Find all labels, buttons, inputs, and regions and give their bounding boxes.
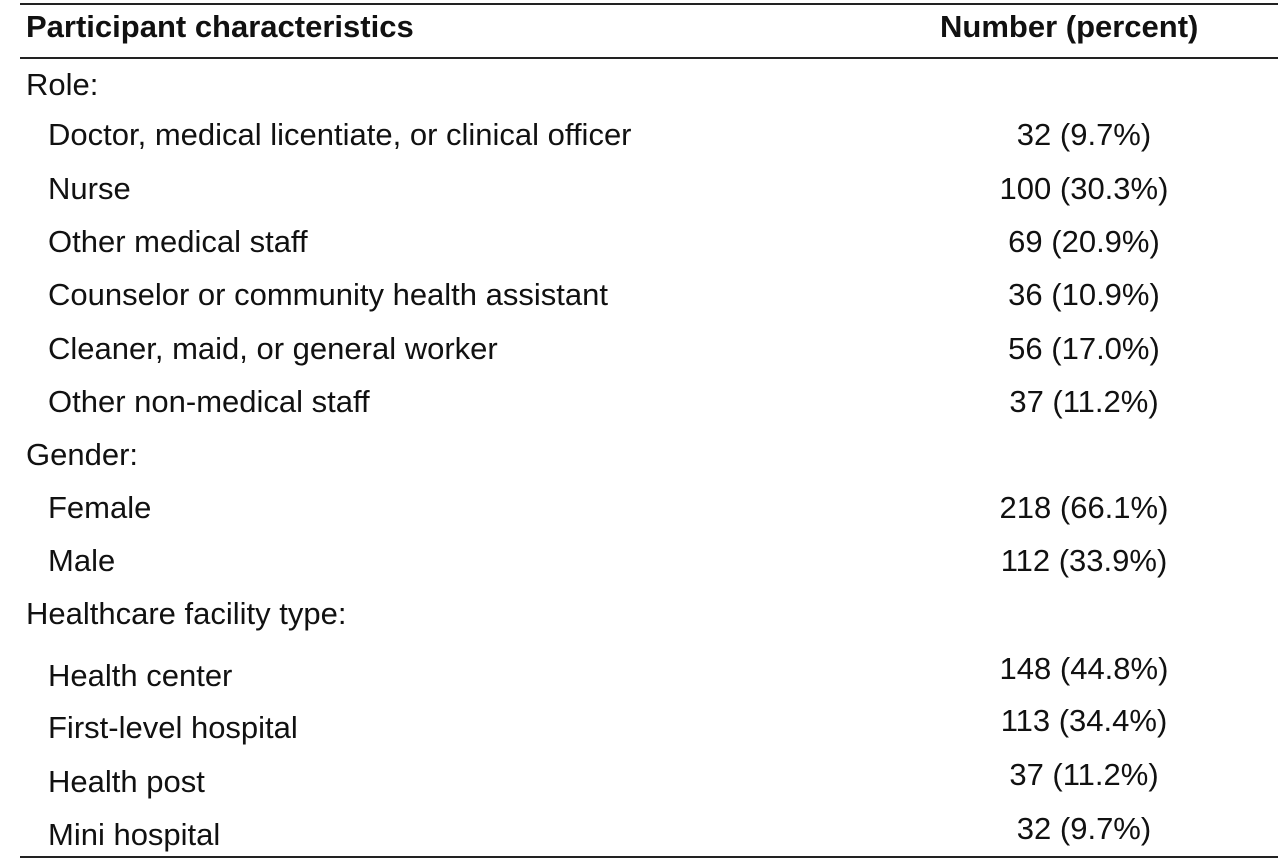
row-value: 32 (9.7%) xyxy=(1016,117,1152,152)
row-value: 113 (34.4%) xyxy=(1000,703,1168,738)
group-label-role: Role: xyxy=(26,67,99,102)
header-number-percent: Number (percent) xyxy=(940,9,1199,44)
group-label-gender: Gender: xyxy=(26,437,139,472)
row-label: Cleaner, maid, or general worker xyxy=(48,331,498,366)
row-value: 36 (10.9%) xyxy=(1008,277,1160,312)
row-label: Male xyxy=(48,543,116,578)
row-value: 148 (44.8%) xyxy=(999,651,1169,686)
row-label: Female xyxy=(48,490,152,525)
header-participant-characteristics: Participant characteristics xyxy=(26,9,414,44)
row-value: 56 (17.0%) xyxy=(1008,331,1160,366)
row-label: Mini hospital xyxy=(48,817,221,852)
table-header-rule xyxy=(20,57,1278,59)
row-value: 218 (66.1%) xyxy=(999,490,1169,525)
row-label: First-level hospital xyxy=(48,710,298,745)
row-value: 32 (9.7%) xyxy=(1016,811,1152,846)
row-label: Nurse xyxy=(48,171,131,206)
row-label: Health center xyxy=(48,658,233,693)
row-label: Health post xyxy=(48,764,205,799)
row-value: 37 (11.2%) xyxy=(1009,757,1159,792)
row-value: 100 (30.3%) xyxy=(999,171,1169,206)
row-label: Doctor, medical licentiate, or clinical … xyxy=(48,117,632,152)
table-top-rule xyxy=(20,3,1278,5)
row-label: Other non-medical staff xyxy=(48,384,370,419)
row-value: 112 (33.9%) xyxy=(1000,543,1168,578)
group-label-facility-type: Healthcare facility type: xyxy=(26,596,347,631)
row-label: Other medical staff xyxy=(48,224,308,259)
table-bottom-rule xyxy=(20,856,1278,858)
row-value: 69 (20.9%) xyxy=(1008,224,1160,259)
row-label: Counselor or community health assistant xyxy=(48,277,608,312)
row-value: 37 (11.2%) xyxy=(1009,384,1159,419)
